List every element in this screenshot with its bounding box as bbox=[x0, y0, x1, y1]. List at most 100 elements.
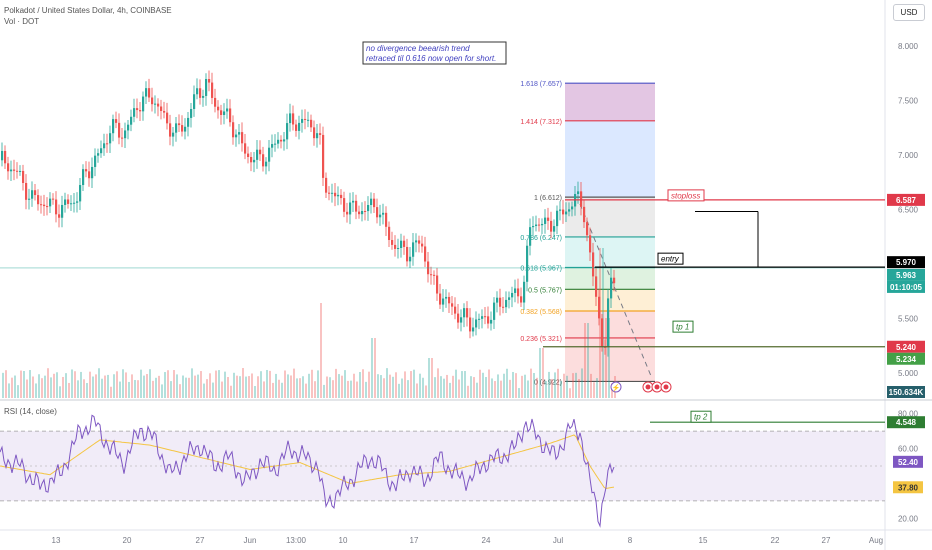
volume-bar bbox=[83, 379, 85, 398]
candle-body bbox=[103, 143, 106, 149]
volume-bar bbox=[572, 373, 574, 398]
volume-bar bbox=[143, 375, 145, 398]
candle-body bbox=[208, 78, 211, 83]
volume-bar bbox=[494, 381, 496, 398]
volume-bar bbox=[122, 369, 124, 398]
currency-button[interactable]: USD bbox=[893, 4, 925, 21]
volume-bar bbox=[386, 368, 388, 398]
candle-body bbox=[250, 156, 253, 163]
time-tick-11: 22 bbox=[771, 536, 780, 545]
candle-body bbox=[361, 210, 364, 215]
volume-bar bbox=[407, 380, 409, 398]
candle-body bbox=[460, 317, 463, 323]
fib-zone-5 bbox=[565, 289, 655, 311]
candle-body bbox=[94, 155, 97, 167]
candle-body bbox=[241, 132, 244, 144]
volume-bar bbox=[224, 371, 226, 398]
volume-bar bbox=[89, 371, 91, 398]
fib-zone-7 bbox=[565, 337, 655, 382]
price-tick-3: 6.500 bbox=[898, 205, 919, 214]
volume-bar bbox=[47, 368, 49, 398]
candle-body bbox=[169, 123, 172, 137]
candle-body bbox=[76, 201, 79, 203]
volume-bar bbox=[593, 382, 595, 398]
volume-bar bbox=[476, 382, 478, 398]
candle-body bbox=[343, 198, 346, 212]
candle-body bbox=[409, 256, 412, 262]
tp2-tag-box bbox=[690, 410, 712, 423]
volume-bar bbox=[425, 385, 427, 398]
candle-body bbox=[4, 150, 7, 164]
volume-bar bbox=[191, 368, 193, 398]
candle-body bbox=[370, 198, 373, 205]
volume-bar bbox=[110, 386, 112, 398]
volume-bar bbox=[398, 383, 400, 398]
candle-body bbox=[379, 214, 382, 218]
volume-bar bbox=[359, 371, 361, 398]
candle-body bbox=[583, 206, 586, 223]
volume-bar bbox=[218, 370, 220, 398]
volume-bar bbox=[299, 378, 301, 398]
candle-body bbox=[529, 227, 532, 246]
candle-body bbox=[37, 195, 40, 205]
volume-label-bg bbox=[887, 386, 925, 398]
volume-bar bbox=[539, 348, 541, 398]
time-tick-0: 13 bbox=[52, 536, 61, 545]
volume-bar bbox=[548, 371, 550, 398]
volume-bar bbox=[416, 383, 418, 398]
candle-body bbox=[109, 133, 112, 144]
volume-bar bbox=[164, 372, 166, 398]
candle-body bbox=[265, 161, 268, 167]
candle-body bbox=[25, 182, 28, 200]
tp1-tag-box bbox=[672, 320, 694, 333]
volume-bar bbox=[23, 370, 25, 398]
candle-body bbox=[253, 159, 256, 163]
volume-bar bbox=[221, 381, 223, 398]
fib-label-1: 1.414 (7.312) bbox=[520, 119, 562, 126]
volume-bar bbox=[395, 372, 397, 398]
volume-bar bbox=[80, 371, 82, 398]
volume-bar bbox=[134, 380, 136, 398]
time-tick-7: 24 bbox=[482, 536, 491, 545]
volume-bar bbox=[20, 370, 22, 398]
volume-bar bbox=[206, 379, 208, 398]
candle-body bbox=[142, 96, 145, 112]
fib-zone-0 bbox=[565, 83, 655, 121]
volume-bar bbox=[596, 378, 598, 398]
candle-body bbox=[559, 209, 562, 211]
volume-bar bbox=[245, 376, 247, 398]
volume-bar bbox=[29, 370, 31, 398]
candle-body bbox=[58, 214, 61, 218]
volume-bar bbox=[212, 382, 214, 398]
candle-body bbox=[304, 118, 307, 120]
countdown-label: 01:10:05 bbox=[890, 283, 923, 292]
candle-body bbox=[157, 103, 160, 107]
volume-bar bbox=[62, 376, 64, 398]
tp2-tag-label: tp 2 bbox=[694, 413, 708, 422]
volume-bar bbox=[545, 380, 547, 398]
candle-body bbox=[451, 303, 454, 307]
volume-bar bbox=[53, 373, 55, 398]
candle-body bbox=[373, 198, 376, 208]
candle-body bbox=[136, 108, 139, 111]
volume-bar bbox=[368, 371, 370, 398]
volume-bar bbox=[161, 384, 163, 398]
volume-bar bbox=[281, 382, 283, 398]
event-flag-dot-1 bbox=[654, 384, 660, 390]
fib-label-0: 1.618 (7.657) bbox=[520, 81, 562, 88]
volume-bar bbox=[2, 372, 4, 398]
candle-body bbox=[28, 198, 31, 200]
time-tick-6: 17 bbox=[410, 536, 419, 545]
volume-bar bbox=[377, 374, 379, 398]
volume-bar bbox=[506, 368, 508, 398]
candle-body bbox=[376, 207, 379, 218]
price-tick-0: 8.000 bbox=[898, 42, 919, 51]
candle-body bbox=[310, 119, 313, 128]
volume-bar bbox=[446, 374, 448, 398]
chart-legend: Polkadot / United States Dollar, 4h, COI… bbox=[4, 5, 172, 27]
candle-body bbox=[418, 240, 421, 244]
time-tick-8: Jul bbox=[553, 536, 563, 545]
candle-body bbox=[454, 306, 457, 314]
rsi-tick-0: 80.00 bbox=[898, 410, 919, 419]
